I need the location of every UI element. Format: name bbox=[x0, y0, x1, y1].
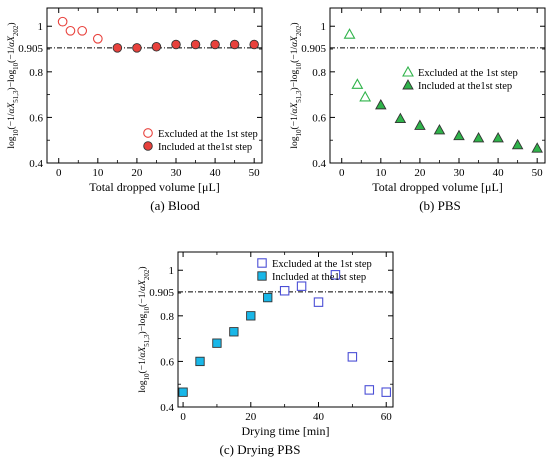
legend: Excluded at the 1st step Included at the1… bbox=[143, 128, 258, 153]
data-point bbox=[313, 297, 324, 307]
data-point bbox=[171, 39, 181, 50]
y-tick-label: 0.6 bbox=[29, 112, 43, 124]
data-point bbox=[351, 78, 364, 89]
data-point bbox=[246, 311, 256, 321]
data-point bbox=[263, 292, 273, 303]
data-point bbox=[381, 387, 391, 397]
y-tick-label: 0.6 bbox=[312, 112, 326, 124]
data-point bbox=[77, 25, 88, 36]
y-axis-label: log10(−1/αX51,3)−log10(−1/αX202) bbox=[6, 22, 20, 148]
x-axis-label: Drying time [min] bbox=[242, 424, 330, 438]
data-point bbox=[375, 98, 387, 110]
legend: Excluded at the 1st step Included at the1… bbox=[402, 65, 518, 92]
data-point bbox=[151, 42, 162, 52]
legend-marker bbox=[143, 128, 153, 138]
x-tick-label: 30 bbox=[454, 167, 466, 179]
data-point bbox=[359, 90, 372, 102]
panel-a-blood-chart: 0 10 20 30 40 50 0.4 0.6 0.8 1 0.905 Total dropped … bbox=[6, 7, 263, 194]
x-tick-label: 50 bbox=[249, 167, 261, 179]
threshold-label: 0.905 bbox=[18, 43, 43, 55]
y-tick-label: 1 bbox=[169, 265, 175, 277]
data-point bbox=[279, 285, 290, 296]
x-tick-label: 20 bbox=[414, 167, 426, 179]
x-tick-label: 30 bbox=[171, 167, 183, 179]
data-point bbox=[296, 281, 307, 291]
data-point bbox=[343, 28, 356, 39]
y-axis-label: log10(−1/αX51,3)−log10(−1/αX202) bbox=[289, 22, 303, 148]
data-point bbox=[92, 33, 103, 44]
y-tick-label: 0.4 bbox=[160, 402, 174, 414]
legend-label: Excluded at the 1st step bbox=[418, 68, 518, 79]
legend-marker bbox=[402, 65, 414, 77]
data-point bbox=[414, 119, 426, 130]
data-point bbox=[394, 112, 407, 124]
y-tick-label: 0.6 bbox=[160, 356, 174, 368]
legend-label: Excluded at the 1st step bbox=[272, 259, 372, 270]
threshold-label: 0.905 bbox=[149, 287, 174, 299]
data-point bbox=[330, 270, 341, 280]
x-tick-label: 20 bbox=[245, 411, 257, 423]
threshold-label: 0.905 bbox=[301, 43, 326, 55]
plot-frame bbox=[177, 251, 394, 408]
data-point bbox=[229, 39, 240, 50]
legend-label: Included at the1st step bbox=[272, 272, 366, 283]
data-point bbox=[511, 138, 524, 150]
legend: Excluded at the 1st step Included at the1… bbox=[257, 258, 372, 283]
data-point bbox=[433, 124, 446, 135]
y-tick-label: 1 bbox=[38, 21, 44, 33]
legend-marker bbox=[257, 258, 267, 268]
data-point bbox=[492, 131, 504, 143]
x-tick-label: 50 bbox=[532, 167, 544, 179]
x-axis-label: Total dropped volume [μL] bbox=[89, 180, 220, 194]
data-point bbox=[364, 385, 375, 395]
y-tick-label: 0.4 bbox=[312, 158, 326, 170]
data-point bbox=[132, 43, 142, 53]
data-point bbox=[112, 43, 123, 53]
panel-b-pbs-chart: 0 10 20 30 40 50 0.4 0.6 0.8 1 0.905 Total dropped … bbox=[289, 7, 546, 194]
x-axis-label: Total dropped volume [μL] bbox=[372, 180, 503, 194]
legend-marker bbox=[143, 141, 153, 151]
legend-marker bbox=[257, 271, 267, 281]
y-tick-label: 1 bbox=[321, 21, 327, 33]
caption-a: (a) Blood bbox=[150, 198, 200, 213]
data-point bbox=[178, 387, 188, 397]
data-point bbox=[347, 352, 358, 362]
data-point bbox=[195, 356, 205, 367]
data-point bbox=[249, 39, 259, 50]
data-point bbox=[531, 142, 543, 153]
x-tick-label: 20 bbox=[131, 167, 143, 179]
data-point bbox=[210, 39, 220, 50]
y-tick-label: 0.8 bbox=[160, 311, 174, 323]
data-point bbox=[57, 16, 68, 27]
legend-label: Included at the1st step bbox=[158, 142, 252, 153]
plot-frame bbox=[329, 7, 546, 164]
data-point bbox=[453, 129, 465, 141]
x-tick-label: 40 bbox=[210, 167, 222, 179]
y-axis-label: log10(−1/αX51,3)−log10(−1/αX202) bbox=[137, 266, 151, 392]
y-tick-label: 0.4 bbox=[29, 158, 43, 170]
y-tick-label: 0.8 bbox=[312, 67, 326, 79]
data-point bbox=[190, 39, 201, 50]
panel-c-drying-pbs-chart: 0 20 40 60 0.4 0.6 0.8 1 0.905 Drying time [min] l… bbox=[137, 251, 394, 438]
data-point bbox=[472, 131, 485, 143]
y-tick-label: 0.8 bbox=[29, 67, 43, 79]
caption-b: (b) PBS bbox=[419, 198, 461, 213]
data-point bbox=[212, 338, 222, 348]
x-tick-label: 40 bbox=[313, 411, 325, 423]
x-tick-label: 10 bbox=[92, 167, 104, 179]
x-tick-label: 0 bbox=[339, 167, 345, 179]
plot-frame bbox=[46, 7, 263, 164]
x-tick-label: 0 bbox=[56, 167, 62, 179]
caption-c: (c) Drying PBS bbox=[219, 442, 301, 457]
x-tick-label: 0 bbox=[180, 411, 186, 423]
x-tick-label: 40 bbox=[493, 167, 505, 179]
data-point bbox=[65, 25, 76, 36]
x-tick-label: 10 bbox=[375, 167, 387, 179]
legend-label: Excluded at the 1st step bbox=[158, 129, 258, 140]
legend-label: Included at the1st step bbox=[418, 81, 512, 92]
data-point bbox=[229, 327, 239, 337]
x-tick-label: 60 bbox=[381, 411, 393, 423]
legend-marker bbox=[402, 79, 414, 90]
